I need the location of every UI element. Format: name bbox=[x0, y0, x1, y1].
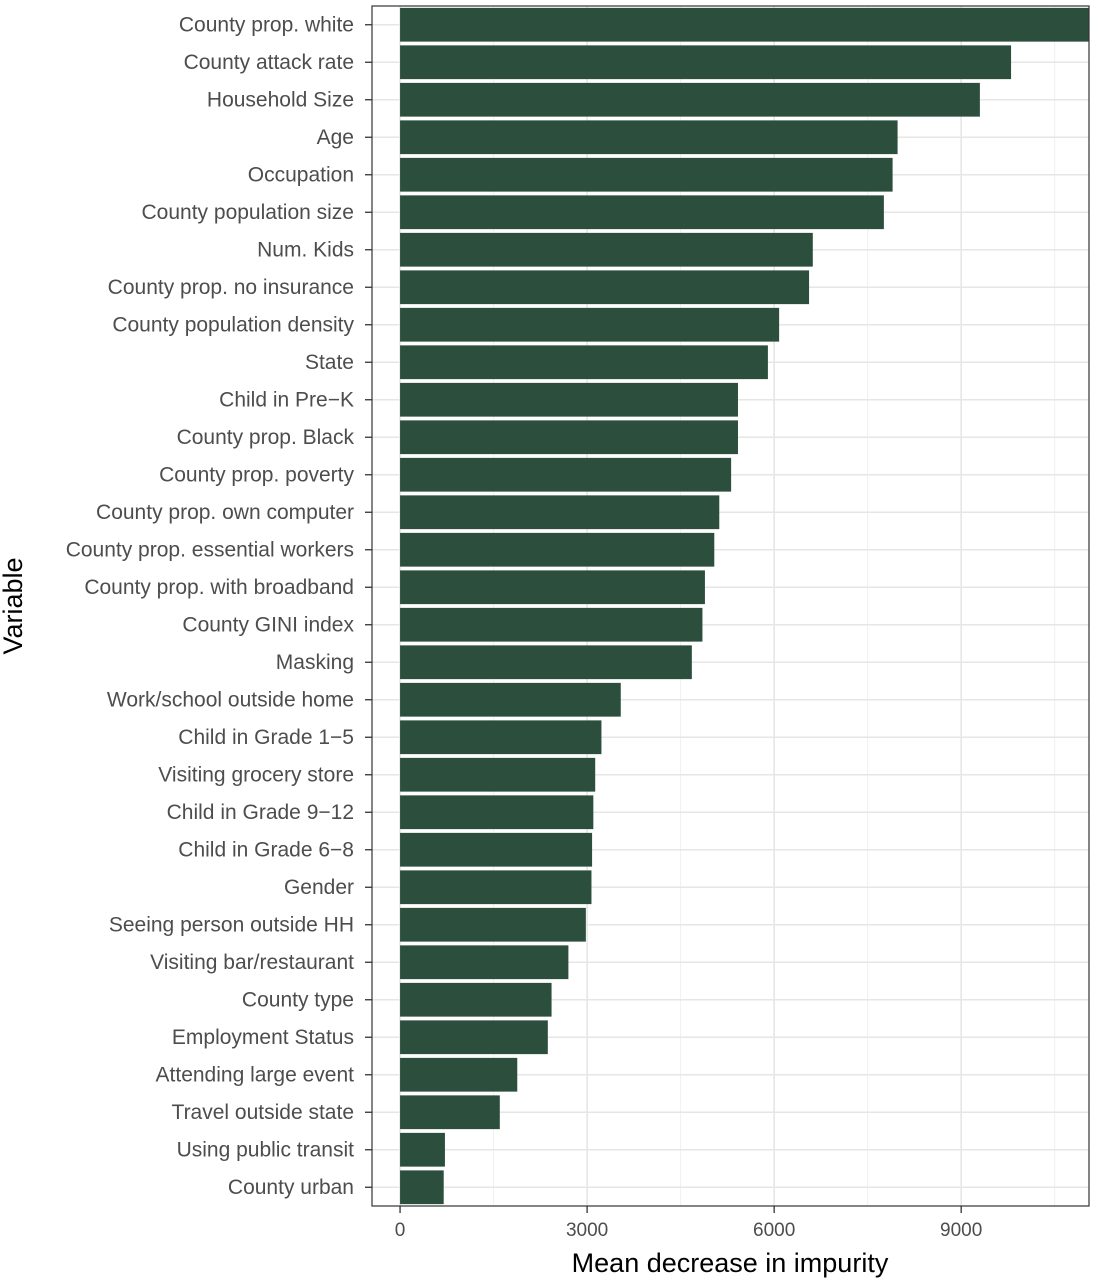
y-tick-label: Child in Grade 6−8 bbox=[178, 838, 354, 861]
bar bbox=[400, 757, 596, 792]
bar bbox=[400, 495, 720, 530]
y-axis-title: Variable bbox=[0, 557, 28, 654]
y-tick-label: County GINI index bbox=[182, 613, 354, 636]
y-tick-label: County prop. poverty bbox=[159, 463, 354, 486]
y-tick-label: County attack rate bbox=[184, 51, 354, 74]
bar bbox=[400, 345, 768, 380]
x-axis-ticks: 0 3000 6000 9000 bbox=[395, 1206, 982, 1241]
y-axis-ticks: County prop. white County attack rate Hous… bbox=[66, 13, 372, 1199]
y-tick-label: Visiting grocery store bbox=[158, 763, 354, 786]
bar bbox=[400, 157, 893, 192]
y-tick-label: Gender bbox=[284, 876, 354, 899]
y-tick-label: County prop. essential workers bbox=[66, 538, 354, 561]
bar bbox=[400, 45, 1012, 80]
y-tick-label: Work/school outside home bbox=[107, 688, 354, 711]
bar bbox=[400, 532, 715, 567]
x-axis-title: Mean decrease in impurity bbox=[572, 1248, 889, 1278]
y-tick-label: County prop. white bbox=[179, 13, 354, 36]
bar bbox=[400, 1095, 500, 1130]
bar bbox=[400, 945, 569, 980]
bar bbox=[400, 870, 592, 905]
y-tick-label: County population size bbox=[142, 201, 354, 224]
bar bbox=[400, 645, 692, 680]
y-tick-label: County prop. no insurance bbox=[108, 276, 354, 299]
bar bbox=[400, 457, 732, 492]
bar bbox=[400, 82, 980, 117]
bar bbox=[400, 1020, 548, 1055]
y-tick-label: Masking bbox=[276, 651, 354, 674]
y-tick-label: Child in Pre−K bbox=[219, 388, 354, 411]
bar bbox=[400, 795, 594, 830]
bar bbox=[400, 382, 738, 417]
x-tick-label: 0 bbox=[395, 1220, 406, 1241]
bar bbox=[400, 570, 705, 605]
bars bbox=[400, 7, 1089, 1205]
bar bbox=[400, 607, 703, 642]
y-tick-label: County prop. Black bbox=[177, 426, 355, 449]
y-tick-label: Employment Status bbox=[172, 1026, 354, 1049]
bar bbox=[400, 682, 621, 717]
bar bbox=[400, 832, 593, 867]
panel-border bbox=[371, 5, 1090, 1207]
y-tick-label: State bbox=[305, 351, 354, 374]
y-tick-label: Num. Kids bbox=[257, 238, 354, 261]
y-tick-label: Travel outside state bbox=[172, 1101, 354, 1124]
y-tick-label: Seeing person outside HH bbox=[109, 913, 354, 936]
y-tick-label: Occupation bbox=[248, 163, 354, 186]
bar bbox=[400, 720, 602, 755]
bar bbox=[400, 1057, 518, 1092]
y-tick-label: County prop. with broadband bbox=[84, 576, 354, 599]
y-tick-label: Child in Grade 9−12 bbox=[167, 801, 354, 824]
x-tick-label: 6000 bbox=[753, 1220, 795, 1241]
y-tick-label: Using public transit bbox=[177, 1138, 355, 1161]
y-tick-label: Age bbox=[317, 126, 354, 149]
bar bbox=[400, 907, 586, 942]
bar bbox=[400, 1132, 445, 1167]
y-tick-label: Visiting bar/restaurant bbox=[150, 951, 354, 974]
bar bbox=[400, 7, 1089, 42]
y-tick-label: County prop. own computer bbox=[96, 501, 354, 524]
y-tick-label: County type bbox=[242, 988, 354, 1011]
bar bbox=[400, 307, 780, 342]
y-tick-label: County population density bbox=[112, 313, 354, 336]
bar bbox=[400, 1170, 444, 1205]
y-tick-label: Household Size bbox=[207, 88, 354, 111]
x-tick-label: 9000 bbox=[940, 1220, 982, 1241]
bar bbox=[400, 982, 552, 1017]
bar bbox=[400, 120, 898, 155]
bar bbox=[400, 195, 884, 230]
bar bbox=[400, 232, 813, 267]
y-tick-label: County urban bbox=[228, 1176, 354, 1199]
x-tick-label: 3000 bbox=[566, 1220, 608, 1241]
bar bbox=[400, 270, 810, 305]
bar bbox=[400, 420, 738, 455]
y-tick-label: Attending large event bbox=[156, 1063, 355, 1086]
y-tick-label: Child in Grade 1−5 bbox=[178, 726, 354, 749]
